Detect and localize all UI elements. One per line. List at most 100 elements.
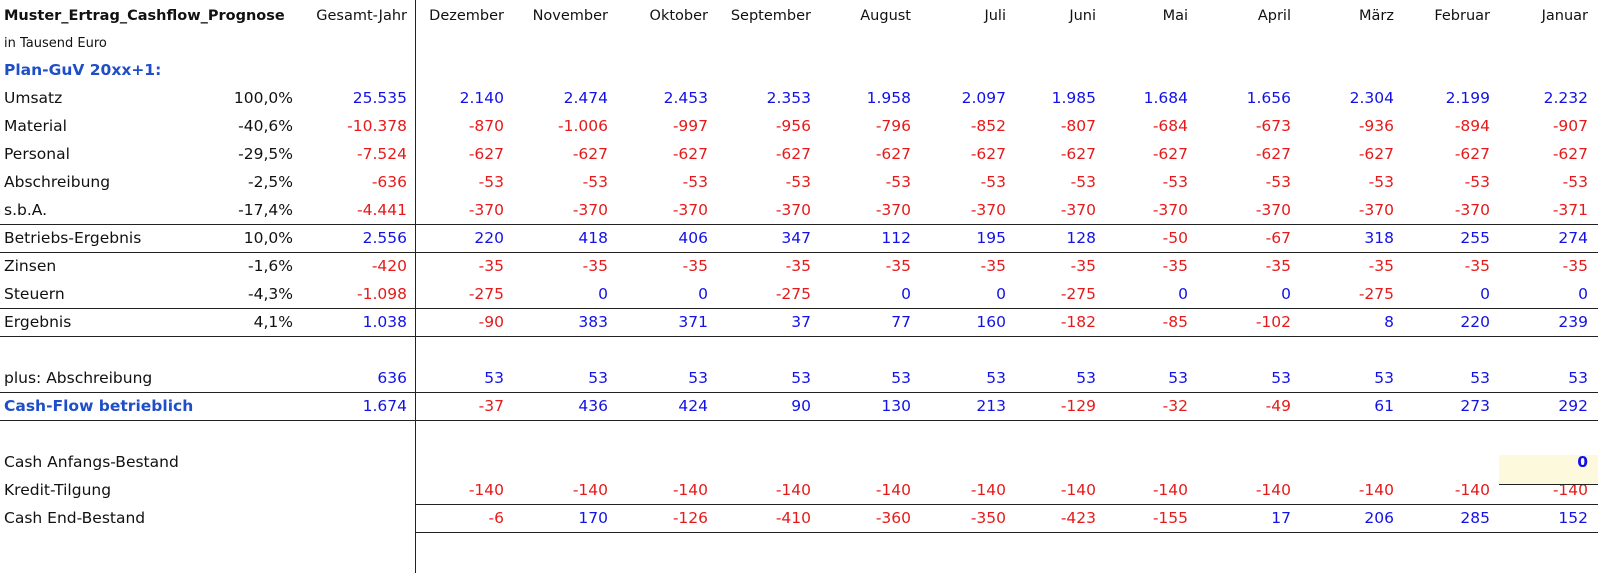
value-cell[interactable]: -140 xyxy=(875,481,911,499)
value-cell[interactable]: 239 xyxy=(1558,313,1588,331)
value-cell[interactable]: 1.985 xyxy=(1051,89,1096,107)
value-cell[interactable]: 2.304 xyxy=(1349,89,1394,107)
value-cell[interactable]: -627 xyxy=(1060,145,1096,163)
value-cell[interactable]: 424 xyxy=(678,397,708,415)
value-cell[interactable]: -1.006 xyxy=(558,117,608,135)
value-cell[interactable]: -370 xyxy=(572,201,608,219)
value-cell[interactable]: -370 xyxy=(1358,201,1394,219)
value-cell[interactable]: 1.684 xyxy=(1143,89,1188,107)
value-cell[interactable]: -936 xyxy=(1358,117,1394,135)
value-cell[interactable]: -275 xyxy=(775,285,811,303)
value-cell[interactable]: -275 xyxy=(1060,285,1096,303)
value-cell[interactable]: 383 xyxy=(578,313,608,331)
value-cell[interactable]: 170 xyxy=(578,509,608,527)
value-cell[interactable]: -37 xyxy=(478,397,504,415)
value-cell[interactable]: -140 xyxy=(1358,481,1394,499)
value-cell[interactable]: 53 xyxy=(1470,369,1490,387)
value-cell[interactable]: 17 xyxy=(1271,509,1291,527)
value-cell[interactable]: 2.097 xyxy=(961,89,1006,107)
value-cell[interactable]: -370 xyxy=(875,201,911,219)
value-cell[interactable]: -53 xyxy=(1368,173,1394,191)
value-cell[interactable]: -35 xyxy=(785,257,811,275)
value-cell[interactable]: -370 xyxy=(1152,201,1188,219)
value-cell[interactable]: 53 xyxy=(986,369,1006,387)
input-cell-highlight[interactable] xyxy=(1499,455,1598,484)
value-cell[interactable]: -370 xyxy=(672,201,708,219)
value-cell[interactable]: 0 xyxy=(901,285,911,303)
value-cell[interactable]: -410 xyxy=(775,509,811,527)
value-cell[interactable]: 2.453 xyxy=(663,89,708,107)
value-cell[interactable]: -140 xyxy=(1454,481,1490,499)
value-cell[interactable]: -53 xyxy=(785,173,811,191)
value-cell[interactable]: 2.140 xyxy=(459,89,504,107)
total-cell[interactable]: 636 xyxy=(377,369,407,387)
value-cell[interactable]: -67 xyxy=(1265,229,1291,247)
value-cell[interactable]: -90 xyxy=(478,313,504,331)
value-cell[interactable]: 53 xyxy=(588,369,608,387)
value-cell[interactable]: -370 xyxy=(970,201,1006,219)
total-cell[interactable]: -4.441 xyxy=(357,201,407,219)
value-cell[interactable]: 274 xyxy=(1558,229,1588,247)
value-cell[interactable]: -423 xyxy=(1060,509,1096,527)
value-cell[interactable]: 1.656 xyxy=(1246,89,1291,107)
value-cell[interactable]: 220 xyxy=(1460,313,1490,331)
value-cell[interactable]: -370 xyxy=(468,201,504,219)
value-cell[interactable]: 0 xyxy=(1480,285,1490,303)
value-cell[interactable]: -53 xyxy=(478,173,504,191)
value-cell[interactable]: 112 xyxy=(881,229,911,247)
value-cell[interactable]: 53 xyxy=(688,369,708,387)
value-cell[interactable]: -53 xyxy=(1162,173,1188,191)
value-cell[interactable]: -49 xyxy=(1265,397,1291,415)
value-cell[interactable]: -53 xyxy=(980,173,1006,191)
value-cell[interactable]: 160 xyxy=(976,313,1006,331)
value-cell[interactable]: -997 xyxy=(672,117,708,135)
value-cell[interactable]: 90 xyxy=(791,397,811,415)
value-cell[interactable]: -85 xyxy=(1162,313,1188,331)
total-cell[interactable]: -420 xyxy=(371,257,407,275)
value-cell[interactable]: -129 xyxy=(1060,397,1096,415)
value-cell[interactable]: -182 xyxy=(1060,313,1096,331)
value-cell[interactable]: -684 xyxy=(1152,117,1188,135)
value-cell[interactable]: -35 xyxy=(1070,257,1096,275)
value-cell[interactable]: -371 xyxy=(1552,201,1588,219)
value-cell[interactable]: 2.232 xyxy=(1543,89,1588,107)
value-cell[interactable]: 418 xyxy=(578,229,608,247)
value-cell[interactable]: -627 xyxy=(875,145,911,163)
value-cell[interactable]: 2.199 xyxy=(1445,89,1490,107)
value-cell[interactable]: 220 xyxy=(474,229,504,247)
value-cell[interactable]: -627 xyxy=(1454,145,1490,163)
total-cell[interactable]: -1.098 xyxy=(357,285,407,303)
value-cell[interactable]: 77 xyxy=(891,313,911,331)
value-cell[interactable]: 255 xyxy=(1460,229,1490,247)
value-cell[interactable]: 128 xyxy=(1066,229,1096,247)
value-cell[interactable]: 53 xyxy=(1076,369,1096,387)
value-cell[interactable]: -35 xyxy=(980,257,1006,275)
value-cell[interactable]: -627 xyxy=(1552,145,1588,163)
value-cell[interactable]: -627 xyxy=(970,145,1006,163)
total-cell[interactable]: 25.535 xyxy=(352,89,407,107)
value-cell[interactable]: 347 xyxy=(781,229,811,247)
value-cell[interactable]: -155 xyxy=(1152,509,1188,527)
value-cell[interactable]: 53 xyxy=(791,369,811,387)
value-cell[interactable]: -350 xyxy=(970,509,1006,527)
value-cell[interactable]: -360 xyxy=(875,509,911,527)
value-cell[interactable]: 53 xyxy=(484,369,504,387)
total-cell[interactable]: -10.378 xyxy=(347,117,407,135)
value-cell[interactable]: -870 xyxy=(468,117,504,135)
value-cell[interactable]: 1.958 xyxy=(866,89,911,107)
value-cell[interactable]: 292 xyxy=(1558,397,1588,415)
value-cell[interactable]: 406 xyxy=(678,229,708,247)
value-cell[interactable]: -627 xyxy=(468,145,504,163)
value-cell[interactable]: 195 xyxy=(976,229,1006,247)
value-cell[interactable]: -140 xyxy=(1152,481,1188,499)
value-cell[interactable]: 213 xyxy=(976,397,1006,415)
value-cell[interactable]: -140 xyxy=(572,481,608,499)
value-cell[interactable]: 53 xyxy=(1568,369,1588,387)
value-cell[interactable]: 0 xyxy=(598,285,608,303)
value-cell[interactable]: -35 xyxy=(1162,257,1188,275)
value-cell[interactable]: -6 xyxy=(488,509,504,527)
total-cell[interactable]: -7.524 xyxy=(357,145,407,163)
total-cell[interactable]: 1.674 xyxy=(362,397,407,415)
value-cell[interactable]: 273 xyxy=(1460,397,1490,415)
value-cell[interactable]: -140 xyxy=(1255,481,1291,499)
